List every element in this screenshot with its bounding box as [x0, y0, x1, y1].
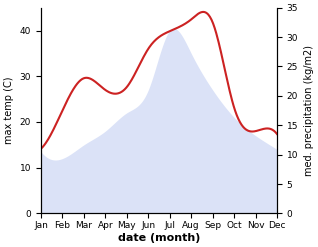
Y-axis label: med. precipitation (kg/m2): med. precipitation (kg/m2) — [304, 45, 314, 176]
Y-axis label: max temp (C): max temp (C) — [4, 77, 14, 144]
X-axis label: date (month): date (month) — [118, 233, 200, 243]
